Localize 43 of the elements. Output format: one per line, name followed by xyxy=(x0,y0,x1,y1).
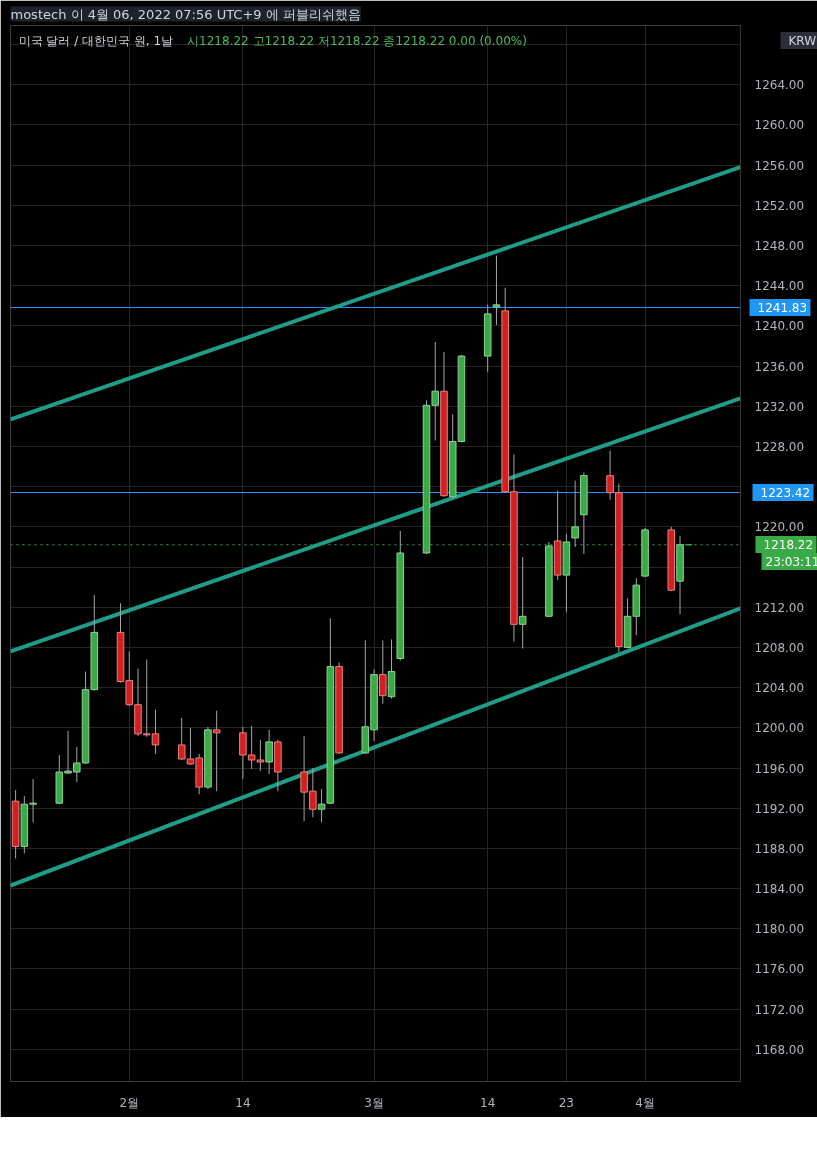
x-tick-label: 2월 xyxy=(119,1095,140,1110)
ref-line-label: 1218.22 xyxy=(763,538,814,553)
y-tick-label: 1180.00 xyxy=(754,922,805,937)
y-tick-label: 1248.00 xyxy=(754,239,805,254)
y-tick-label: 1256.00 xyxy=(754,158,805,173)
y-tick-label: 1232.00 xyxy=(754,399,805,414)
candlestick xyxy=(317,788,326,823)
y-tick-label: 1252.00 xyxy=(754,198,805,213)
y-tick-label: 1196.00 xyxy=(754,761,805,776)
y-tick-label: 1200.00 xyxy=(754,721,805,736)
y-tick-label: 1176.00 xyxy=(754,962,805,977)
candlestick xyxy=(379,639,387,705)
candlestick xyxy=(265,729,273,775)
x-tick-label: 4월 xyxy=(635,1095,655,1110)
y-tick-label: 1188.00 xyxy=(754,841,805,856)
text: mostech 이 4월 06, 2022 07:56 UTC+9 에 퍼블리쉬했음 xyxy=(10,6,361,22)
ref-line-label: 1241.83 xyxy=(757,301,808,316)
y-tick-label: 1220.00 xyxy=(754,520,805,535)
y-tick-label: 1228.00 xyxy=(754,439,805,454)
candlestick xyxy=(492,255,501,326)
candlestick xyxy=(212,710,221,792)
x-tick-label: 23 xyxy=(558,1095,575,1110)
x-tick-label: 14 xyxy=(235,1095,251,1110)
ref-line-label: 1223.42 xyxy=(760,486,811,501)
y-tick-label: 1264.00 xyxy=(754,78,805,93)
y-tick-label: 1168.00 xyxy=(754,1042,805,1057)
y-tick-label: 1244.00 xyxy=(754,279,805,294)
text: 시1218.22 고1218.22 저1218.22 종1218.22 0.00 (0.00%) xyxy=(187,33,527,48)
x-tick-label: 3월 xyxy=(364,1095,384,1110)
y-tick-label: 1204.00 xyxy=(754,681,805,696)
y-tick-label: 1208.00 xyxy=(754,640,805,655)
x-tick-label: 14 xyxy=(480,1095,496,1110)
text: 미국 달러 / 대한민국 원, 1날 xyxy=(18,33,174,48)
text: KRW xyxy=(788,33,817,48)
y-tick-label: 1236.00 xyxy=(754,359,805,374)
y-tick-label: 1260.00 xyxy=(754,118,805,133)
candlestick xyxy=(431,341,440,441)
y-tick-label: 1240.00 xyxy=(754,319,805,334)
y-tick-label: 1172.00 xyxy=(754,1002,805,1017)
y-tick-label: 1184.00 xyxy=(754,882,805,897)
candlestick xyxy=(518,556,527,649)
y-tick-label: 1212.00 xyxy=(754,600,805,615)
y-tick-label: 1192.00 xyxy=(754,801,805,816)
